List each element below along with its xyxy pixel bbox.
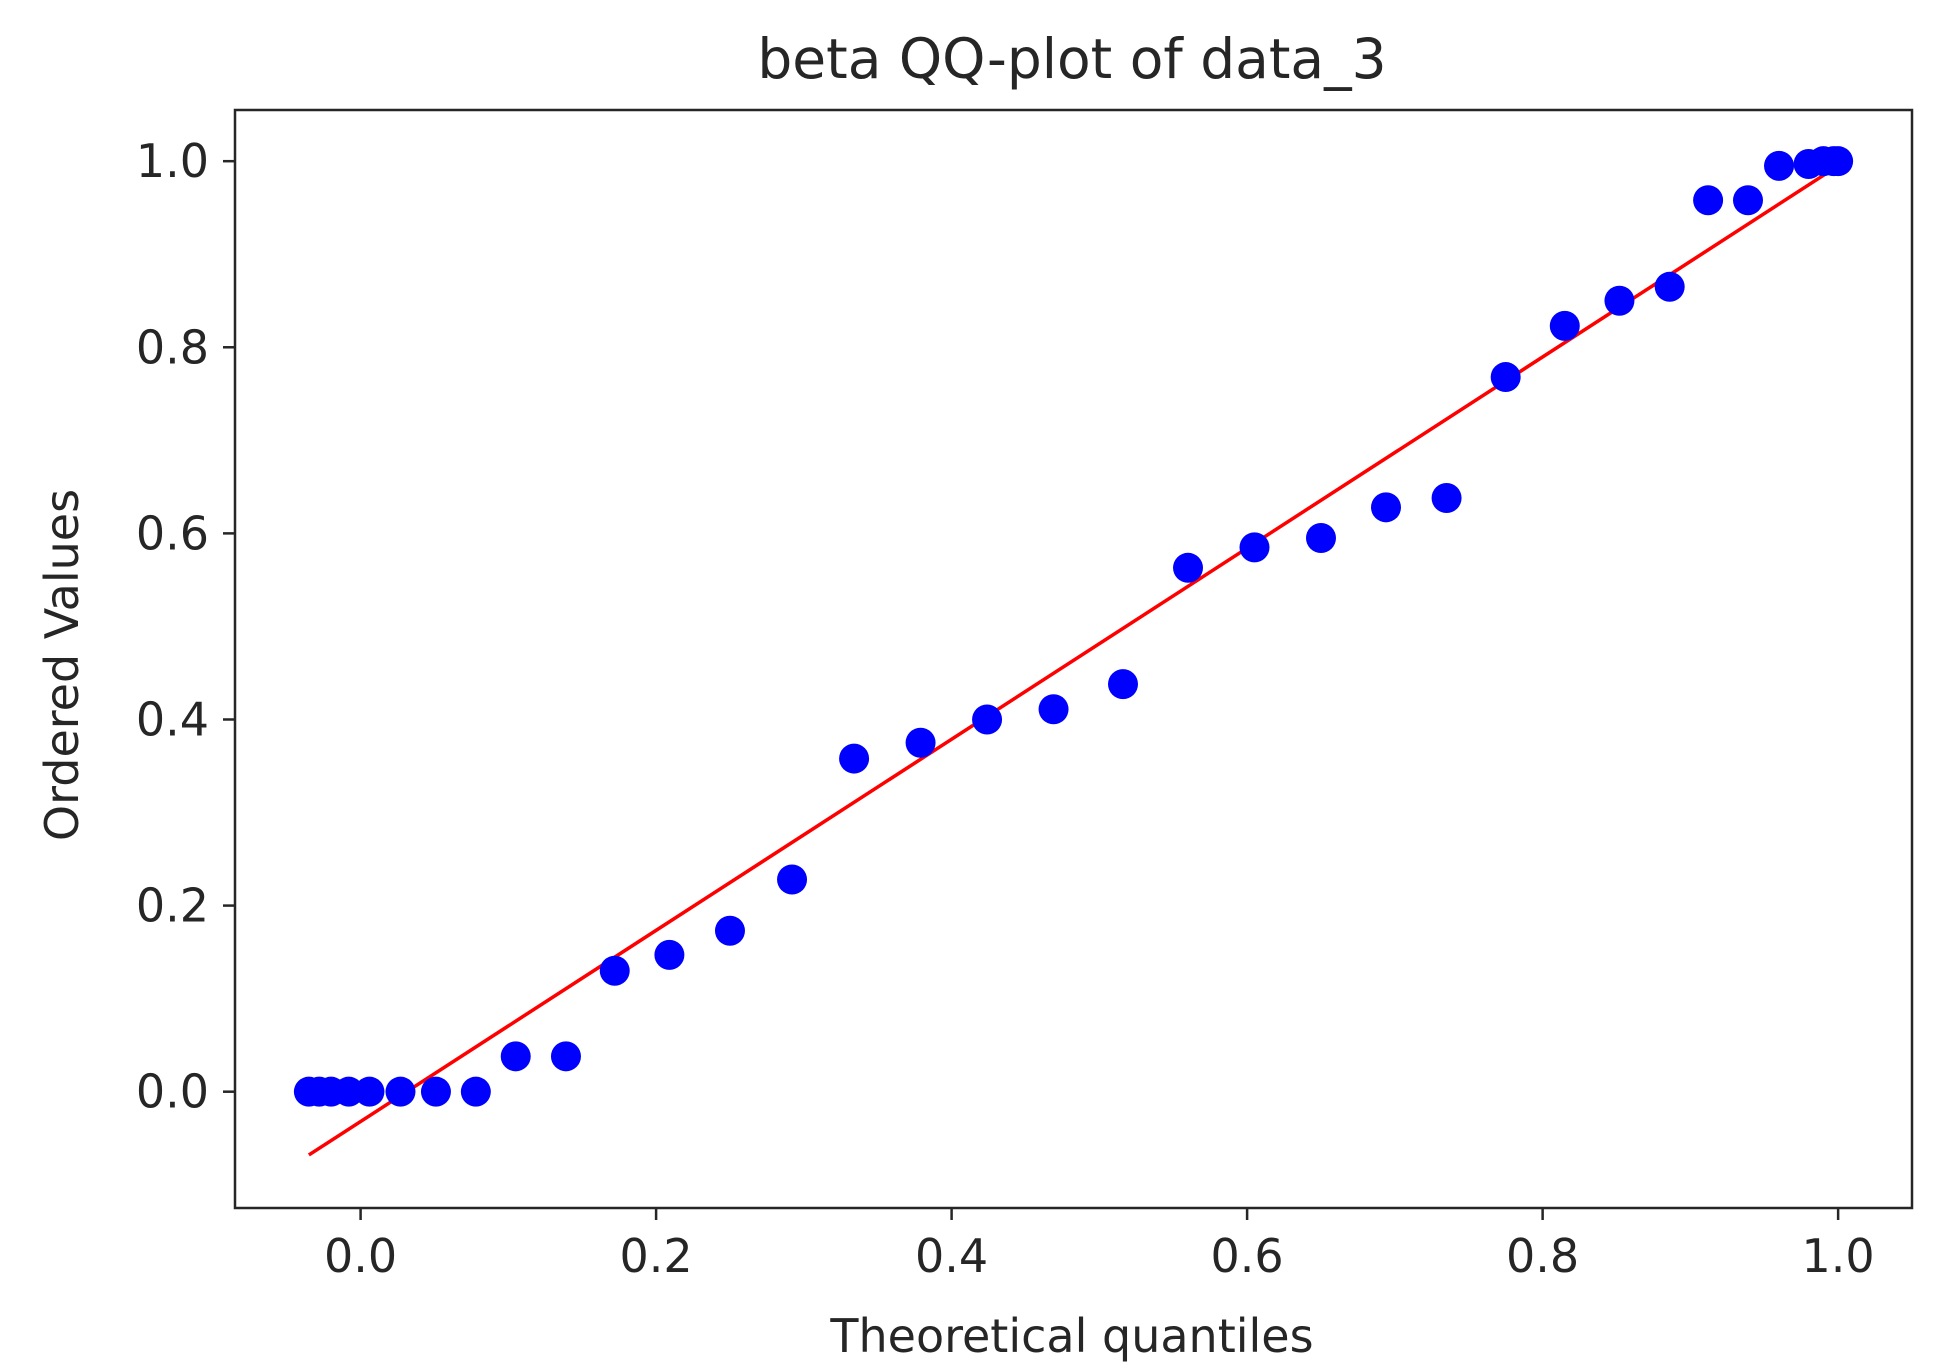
data-point xyxy=(654,939,685,970)
data-point xyxy=(1693,185,1724,216)
data-point xyxy=(1604,285,1635,316)
data-point xyxy=(1654,271,1685,302)
data-point xyxy=(550,1041,581,1072)
data-point xyxy=(972,704,1003,735)
data-point xyxy=(385,1076,416,1107)
data-point xyxy=(1431,483,1462,514)
data-point xyxy=(1370,492,1401,523)
data-point xyxy=(1305,523,1336,554)
data-point xyxy=(839,743,870,774)
y-axis-label: Ordered Values xyxy=(35,489,89,841)
x-tick-label: 0.6 xyxy=(1211,1229,1284,1283)
data-point xyxy=(1038,694,1069,725)
y-tick-label: 0.6 xyxy=(136,506,209,560)
y-tick-label: 0.4 xyxy=(136,692,209,746)
data-point xyxy=(1549,310,1580,341)
x-axis-label: Theoretical quantiles xyxy=(829,1309,1313,1363)
data-point xyxy=(1239,532,1270,563)
data-point xyxy=(714,915,745,946)
x-tick-label: 0.2 xyxy=(620,1229,693,1283)
data-point xyxy=(460,1076,491,1107)
data-point xyxy=(1490,362,1521,393)
fit-line-layer xyxy=(307,164,1840,1157)
data-point xyxy=(905,727,936,758)
x-axis-ticks: 0.0 0.2 0.4 0.6 0.8 1.0 xyxy=(324,1208,1875,1283)
data-point xyxy=(1107,669,1138,700)
data-point xyxy=(599,955,630,986)
y-tick-label: 1.0 xyxy=(136,134,209,188)
x-tick-label: 0.4 xyxy=(915,1229,988,1283)
data-point xyxy=(1732,185,1763,216)
x-tick-label: 0.8 xyxy=(1506,1229,1579,1283)
y-tick-label: 0.2 xyxy=(136,879,209,933)
data-point xyxy=(500,1041,531,1072)
y-tick-label: 0.0 xyxy=(136,1065,209,1119)
data-point xyxy=(420,1076,451,1107)
data-point xyxy=(777,864,808,895)
data-point xyxy=(333,1076,364,1107)
y-axis-ticks: 0.0 0.2 0.4 0.6 0.8 1.0 xyxy=(136,134,235,1119)
data-point xyxy=(354,1076,385,1107)
plot-area-frame xyxy=(233,108,1914,1210)
fit-line xyxy=(307,164,1840,1157)
points-layer xyxy=(293,146,1854,1107)
data-point xyxy=(1764,150,1795,181)
data-point xyxy=(1173,552,1204,583)
data-point xyxy=(1823,146,1854,177)
x-tick-label: 0.0 xyxy=(324,1229,397,1283)
x-tick-label: 1.0 xyxy=(1802,1229,1875,1283)
chart-title: beta QQ-plot of data_3 xyxy=(757,27,1386,91)
y-tick-label: 0.8 xyxy=(136,320,209,374)
